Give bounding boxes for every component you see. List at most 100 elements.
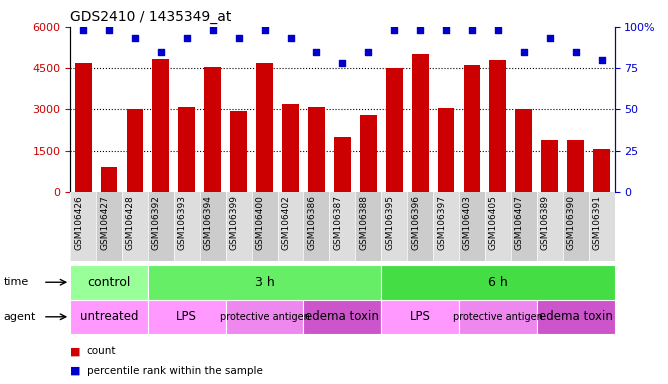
Text: edema toxin: edema toxin xyxy=(538,310,613,323)
Bar xyxy=(407,192,433,261)
Text: edema toxin: edema toxin xyxy=(305,310,379,323)
Bar xyxy=(200,192,226,261)
Text: GSM106397: GSM106397 xyxy=(437,195,446,250)
Bar xyxy=(433,192,459,261)
Bar xyxy=(148,192,174,261)
Text: ■: ■ xyxy=(70,366,81,376)
Bar xyxy=(178,107,195,192)
Point xyxy=(597,57,607,63)
Text: GSM106407: GSM106407 xyxy=(515,195,524,250)
Bar xyxy=(464,65,480,192)
Bar xyxy=(381,300,459,334)
Text: GSM106395: GSM106395 xyxy=(385,195,394,250)
Bar xyxy=(411,55,429,192)
Bar xyxy=(360,115,377,192)
Bar xyxy=(490,60,506,192)
Bar xyxy=(537,300,615,334)
Bar xyxy=(277,192,303,261)
Point xyxy=(337,60,348,66)
Bar xyxy=(355,192,381,261)
Point xyxy=(259,27,270,33)
Bar xyxy=(567,140,584,192)
Bar xyxy=(70,300,148,334)
Text: 6 h: 6 h xyxy=(488,276,508,289)
Text: ■: ■ xyxy=(70,346,81,356)
Bar xyxy=(541,140,558,192)
Text: control: control xyxy=(88,276,131,289)
Text: LPS: LPS xyxy=(409,310,431,323)
Bar xyxy=(459,192,485,261)
Text: GSM106388: GSM106388 xyxy=(359,195,368,250)
Bar xyxy=(329,192,355,261)
Bar xyxy=(226,192,252,261)
Point xyxy=(182,35,192,41)
Text: 3 h: 3 h xyxy=(255,276,275,289)
Point xyxy=(207,27,218,33)
Text: GSM106390: GSM106390 xyxy=(566,195,576,250)
Text: GSM106428: GSM106428 xyxy=(126,195,135,250)
Text: GSM106387: GSM106387 xyxy=(333,195,343,250)
Bar xyxy=(459,300,537,334)
Text: protective antigen: protective antigen xyxy=(453,312,543,322)
Bar xyxy=(148,300,226,334)
Bar xyxy=(230,111,247,192)
Point xyxy=(492,27,503,33)
Bar xyxy=(516,109,532,192)
Point xyxy=(518,49,529,55)
Point xyxy=(467,27,478,33)
Bar xyxy=(381,265,615,300)
Bar xyxy=(593,149,610,192)
Point xyxy=(544,35,555,41)
Text: GSM106386: GSM106386 xyxy=(307,195,317,250)
Text: GSM106393: GSM106393 xyxy=(178,195,187,250)
Bar xyxy=(256,63,273,192)
Bar xyxy=(204,67,221,192)
Text: GSM106392: GSM106392 xyxy=(152,195,161,250)
Bar xyxy=(303,300,381,334)
Point xyxy=(77,27,88,33)
Bar xyxy=(562,192,589,261)
Bar xyxy=(252,192,277,261)
Bar xyxy=(303,192,329,261)
Bar xyxy=(334,137,351,192)
Point xyxy=(156,49,166,55)
Text: percentile rank within the sample: percentile rank within the sample xyxy=(87,366,263,376)
Bar xyxy=(537,192,562,261)
Bar xyxy=(174,192,200,261)
Point xyxy=(363,49,373,55)
Bar xyxy=(101,167,118,192)
Bar xyxy=(511,192,537,261)
Point xyxy=(415,27,426,33)
Text: GSM106394: GSM106394 xyxy=(204,195,212,250)
Text: GSM106399: GSM106399 xyxy=(230,195,238,250)
Point xyxy=(233,35,244,41)
Text: time: time xyxy=(3,277,29,287)
Point xyxy=(130,35,140,41)
Text: GDS2410 / 1435349_at: GDS2410 / 1435349_at xyxy=(70,10,232,25)
Bar xyxy=(308,107,325,192)
Text: protective antigen: protective antigen xyxy=(220,312,309,322)
Point xyxy=(441,27,452,33)
Text: LPS: LPS xyxy=(176,310,197,323)
Bar xyxy=(381,192,407,261)
Text: GSM106389: GSM106389 xyxy=(541,195,550,250)
Bar xyxy=(485,192,511,261)
Point xyxy=(570,49,581,55)
Text: GSM106402: GSM106402 xyxy=(281,195,291,250)
Point xyxy=(285,35,296,41)
Text: GSM106426: GSM106426 xyxy=(74,195,83,250)
Bar xyxy=(122,192,148,261)
Bar xyxy=(438,108,454,192)
Text: untreated: untreated xyxy=(79,310,138,323)
Text: GSM106396: GSM106396 xyxy=(411,195,420,250)
Text: agent: agent xyxy=(3,312,35,322)
Bar xyxy=(148,265,381,300)
Bar xyxy=(70,265,148,300)
Text: count: count xyxy=(87,346,116,356)
Bar xyxy=(589,192,615,261)
Bar xyxy=(386,68,403,192)
Bar xyxy=(70,192,96,261)
Point xyxy=(311,49,322,55)
Bar xyxy=(75,63,92,192)
Text: GSM106427: GSM106427 xyxy=(100,195,109,250)
